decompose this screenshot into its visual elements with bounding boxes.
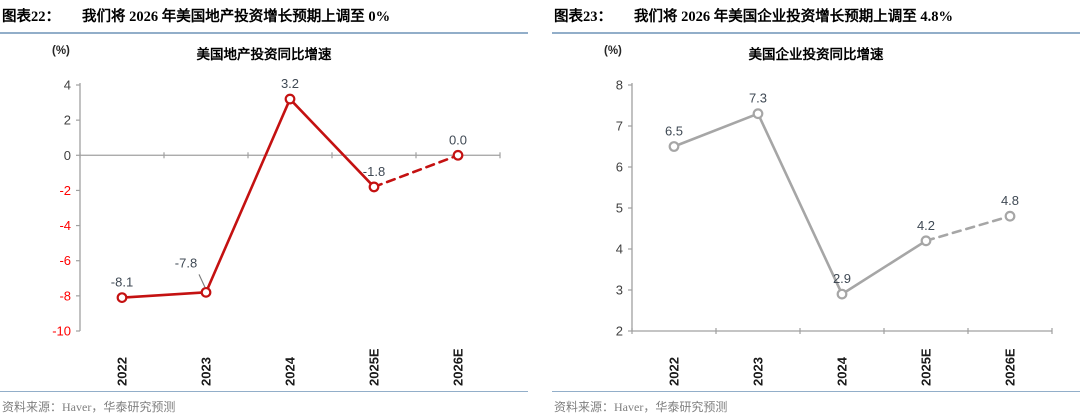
chart-area: 4 2 0 -2 -4 -6 -8 -10 2022 2023 2024 2025E 2026E -8.1… (0, 65, 528, 390)
svg-text:2026E: 2026E (1003, 348, 1018, 386)
x-tick-labels: 2022 2023 2024 2025E 2026E (667, 348, 1018, 386)
svg-text:3: 3 (616, 283, 623, 298)
svg-text:2025E: 2025E (367, 348, 382, 386)
svg-text:0.0: 0.0 (449, 132, 467, 147)
series-line (120, 97, 460, 299)
figure-number: 图表23： (554, 9, 612, 25)
svg-text:6: 6 (616, 160, 623, 175)
figure-title: 我们将 2026 年美国地产投资增长预期上调至 0% (82, 9, 391, 25)
source-text: 资料来源：Haver，华泰研究预测 (554, 400, 728, 414)
svg-text:4: 4 (616, 242, 623, 257)
svg-text:3.2: 3.2 (281, 76, 299, 91)
svg-text:2.9: 2.9 (833, 271, 851, 286)
line-chart-svg-business-investment: 8 7 6 5 4 3 2 2022 2023 2024 2025E 2026E 6.5 7.3 2.9 4.… (616, 78, 1053, 386)
unit-label: (%) (52, 45, 70, 57)
svg-text:-8: -8 (59, 288, 71, 303)
axes: 8 7 6 5 4 3 2 (616, 78, 1053, 339)
chart-title-row: (%) 美国地产投资同比增速 (0, 43, 528, 65)
figure-header: 图表22： 我们将 2026 年美国地产投资增长预期上调至 0% (0, 8, 528, 34)
axes: 4 2 0 -2 -4 -6 -8 -10 (52, 78, 501, 339)
svg-text:8: 8 (616, 78, 623, 93)
svg-text:7: 7 (616, 119, 623, 134)
figure-number: 图表22： (2, 9, 60, 25)
svg-text:0: 0 (64, 148, 71, 163)
svg-text:2025E: 2025E (919, 348, 934, 386)
unit-label: (%) (604, 45, 622, 57)
chart-panel-right: 图表23： 我们将 2026 年美国企业投资增长预期上调至 4.8% (%) 美国… (552, 8, 1080, 418)
svg-text:2: 2 (64, 113, 71, 128)
data-labels: -8.1 -7.8 3.2 -1.8 0.0 (111, 76, 467, 290)
source-note: 资料来源：Haver，华泰研究预测 (552, 391, 1080, 415)
chart-title: 美国企业投资同比增速 (748, 47, 884, 62)
svg-text:2023: 2023 (199, 357, 214, 386)
svg-text:-8.1: -8.1 (111, 275, 133, 290)
data-labels: 6.5 7.3 2.9 4.2 4.8 (665, 91, 1019, 286)
chart-panel-left: 图表22： 我们将 2026 年美国地产投资增长预期上调至 0% (%) 美国地产… (0, 8, 528, 418)
source-text: 资料来源：Haver，华泰研究预测 (2, 400, 176, 414)
chart-area: 8 7 6 5 4 3 2 2022 2023 2024 2025E 2026E 6.5 7.3 2.9 4.… (552, 65, 1080, 390)
svg-text:-1.8: -1.8 (363, 164, 385, 179)
svg-text:-4: -4 (59, 218, 71, 233)
svg-text:2024: 2024 (835, 356, 850, 386)
svg-text:6.5: 6.5 (665, 124, 683, 139)
x-tick-labels: 2022 2023 2024 2025E 2026E (115, 348, 466, 386)
svg-text:2026E: 2026E (451, 348, 466, 386)
svg-text:4: 4 (64, 78, 71, 93)
svg-text:-6: -6 (59, 253, 71, 268)
line-chart-svg-real-estate: 4 2 0 -2 -4 -6 -8 -10 2022 2023 2024 2025E 2026E -8.1… (52, 76, 501, 386)
svg-text:-2: -2 (59, 183, 71, 198)
source-note: 资料来源：Haver，华泰研究预测 (0, 391, 528, 415)
svg-text:-10: -10 (52, 324, 71, 339)
svg-text:2024: 2024 (283, 356, 298, 386)
svg-text:7.3: 7.3 (749, 91, 767, 106)
figure-header: 图表23： 我们将 2026 年美国企业投资增长预期上调至 4.8% (552, 8, 1080, 34)
svg-text:2022: 2022 (667, 357, 682, 386)
series-markers (116, 93, 464, 304)
chart-title: 美国地产投资同比增速 (196, 47, 332, 62)
figure-title: 我们将 2026 年美国企业投资增长预期上调至 4.8% (634, 9, 953, 25)
svg-text:5: 5 (616, 201, 623, 216)
svg-text:2023: 2023 (751, 357, 766, 386)
series-line (672, 112, 1012, 296)
svg-text:2: 2 (616, 324, 623, 339)
svg-text:4.2: 4.2 (917, 218, 935, 233)
chart-title-row: (%) 美国企业投资同比增速 (552, 43, 1080, 65)
svg-text:2022: 2022 (115, 357, 130, 386)
svg-text:-7.8: -7.8 (175, 255, 197, 270)
svg-text:4.8: 4.8 (1001, 193, 1019, 208)
series-markers (668, 108, 1016, 300)
